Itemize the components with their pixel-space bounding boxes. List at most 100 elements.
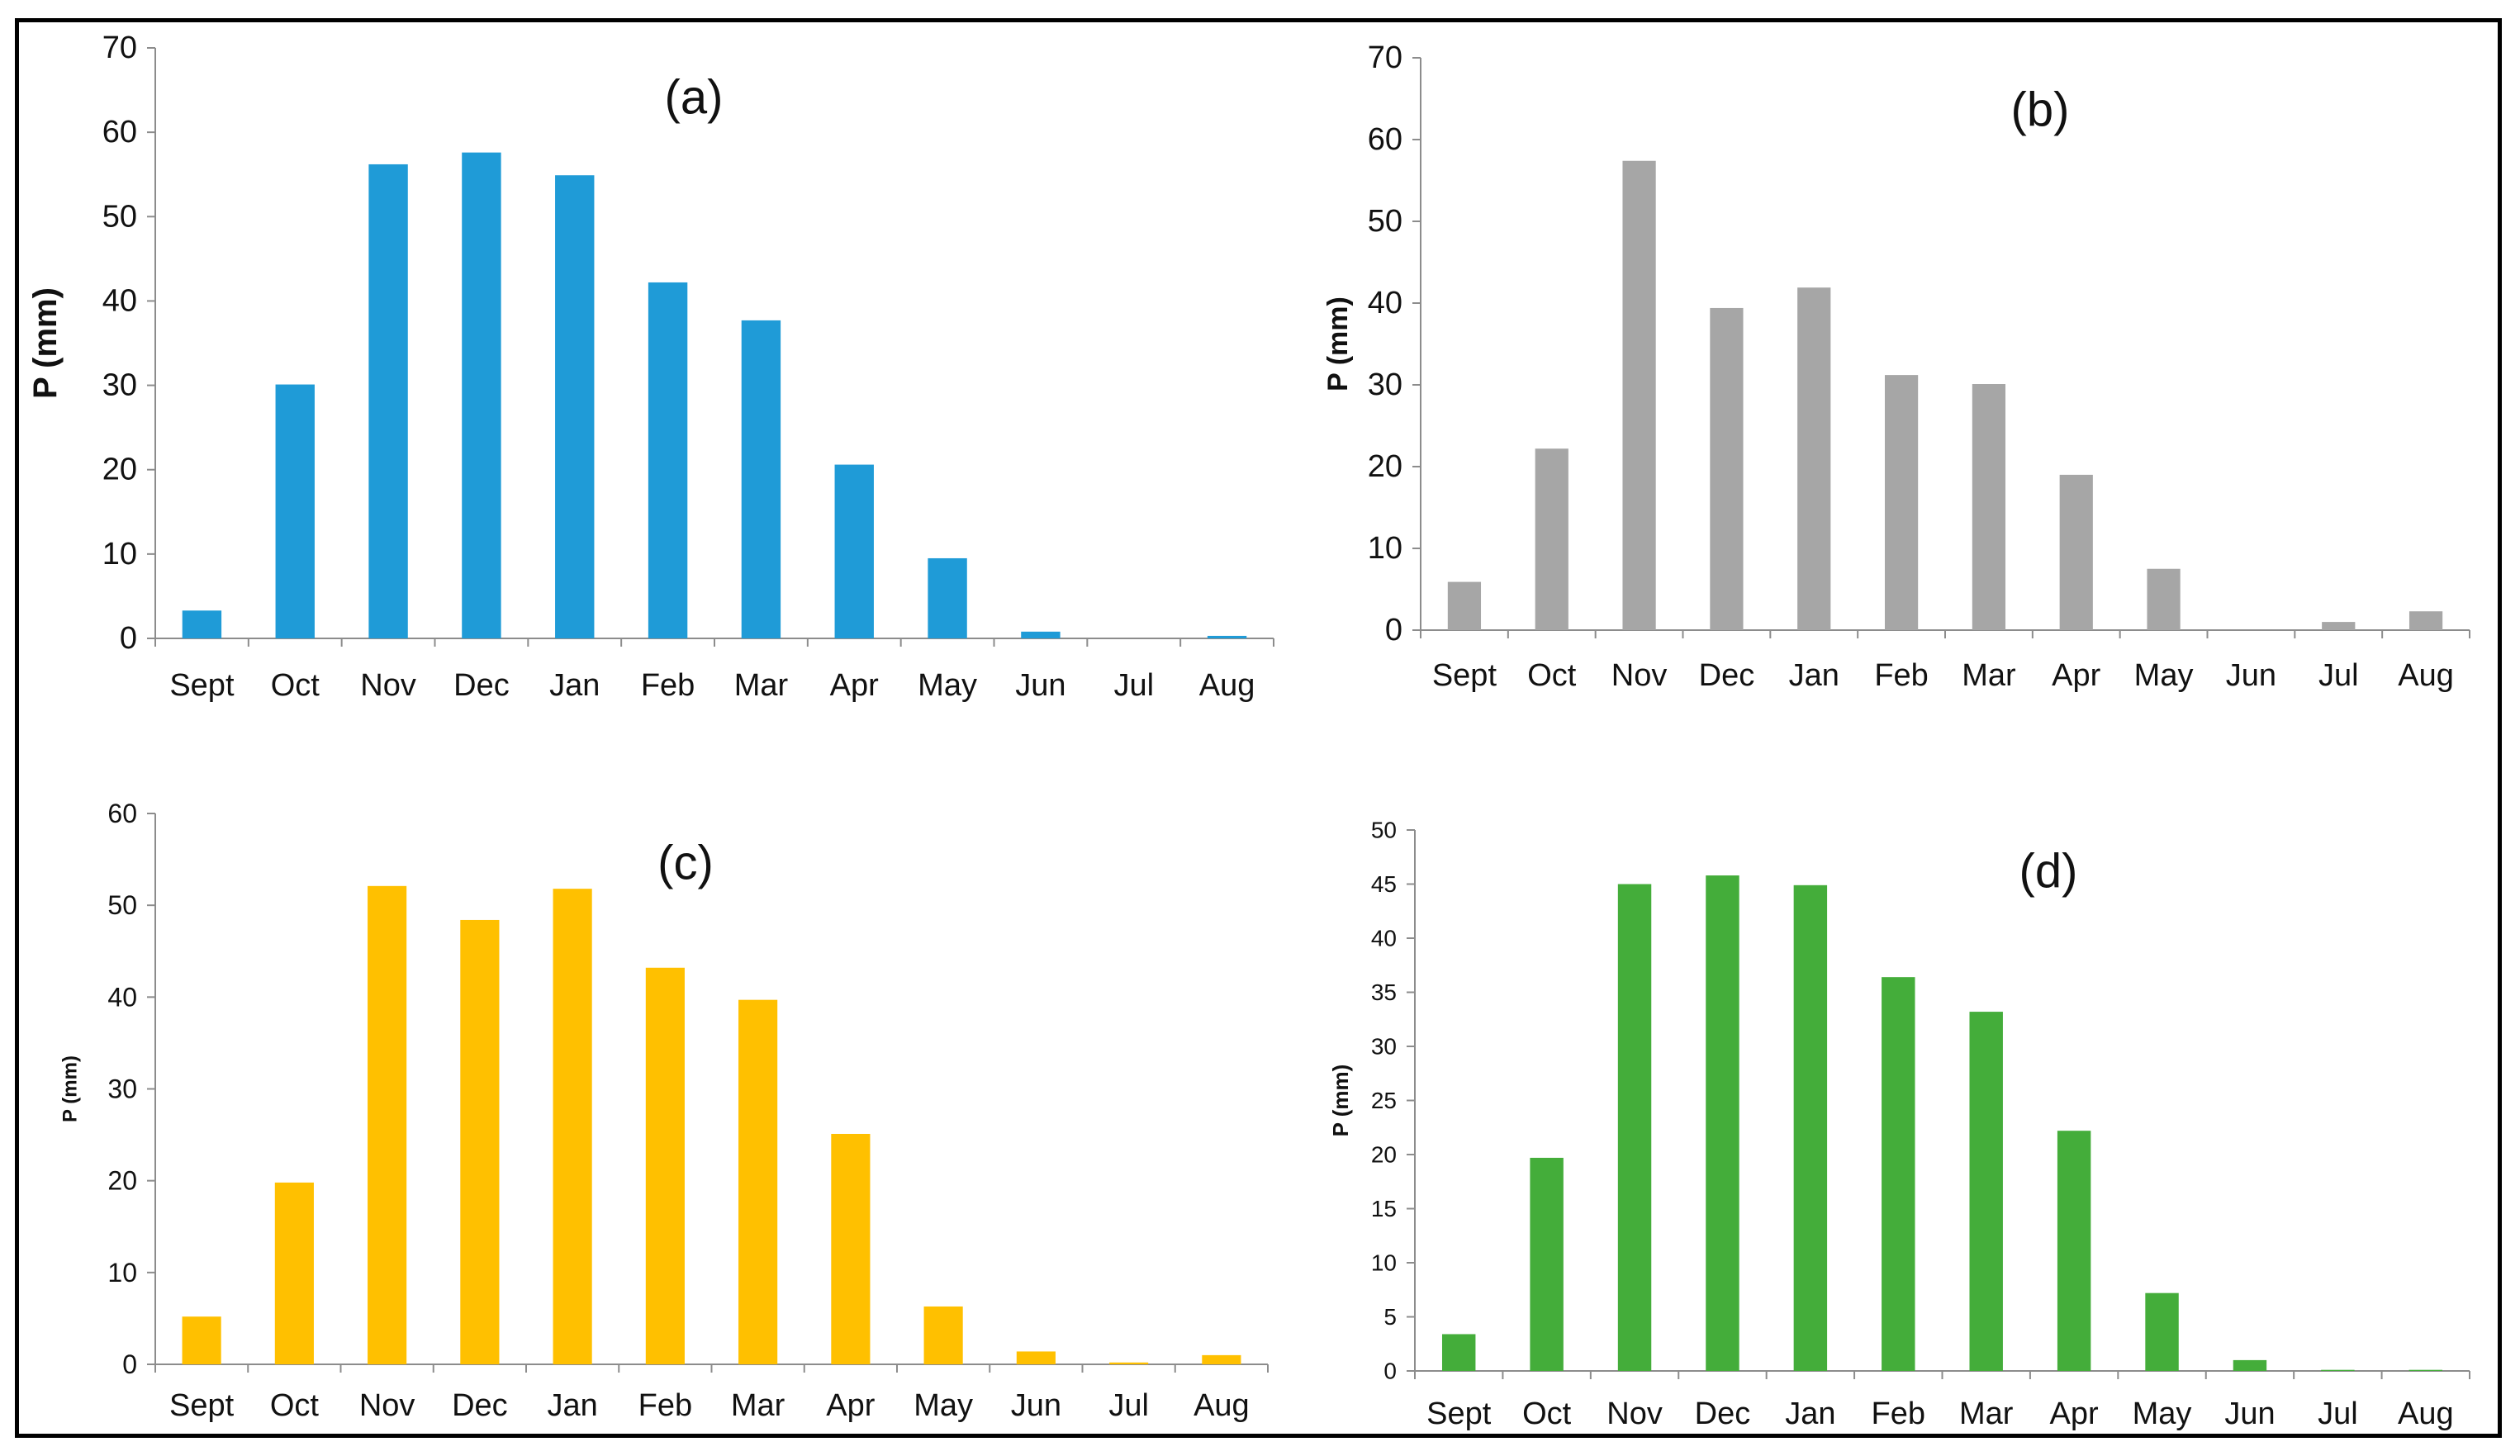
x-tick-label: Aug [2398,658,2454,693]
y-tick-label: 60 [107,799,137,828]
x-tick-label: Jun [1015,668,1065,703]
x-tick-label: Sept [169,668,235,703]
y-tick-label: 0 [1385,613,1402,647]
x-tick-label: Aug [1194,1388,1250,1423]
x-tick-label: Apr [2052,658,2100,693]
bar-oct [274,1182,314,1364]
x-tick-label: May [914,1388,973,1423]
x-tick-label: Dec [1699,658,1755,693]
x-tick-label: Jun [2226,658,2276,693]
bar-oct [275,384,315,638]
x-tick-label: Jul [1113,668,1154,703]
bar-chart-a: 0 10 20 30 40 50 60 70 Sept Oct Nov Dec Jan Feb Mar Apr… [27,31,1274,703]
x-tick-label: Mar [731,1388,785,1423]
y-tick-label: 40 [107,982,137,1012]
y-tick-label: 5 [1383,1304,1397,1330]
bar-jun [1016,1351,1056,1364]
x-tick-label: Feb [638,1388,692,1423]
x-tick-label: Apr [826,1388,875,1423]
y-tick-label: 50 [102,199,137,234]
x-tick-label: Sept [1432,658,1497,693]
x-tick-label: Mar [1962,658,2016,693]
y-tick-label: 20 [102,453,137,487]
x-tick-label: Oct [271,668,320,703]
y-axis-label: P (mm) [1328,1065,1353,1137]
bar-sept [1441,1334,1476,1371]
bar-oct [1530,1157,1564,1371]
x-tick-label: Mar [1959,1397,2014,1431]
bar-feb [648,282,688,638]
bar-nov [368,164,408,638]
y-tick-label: 30 [1371,1034,1397,1060]
bar-sept [182,610,222,638]
x-tick-label: Jan [1785,1397,1835,1431]
bar-aug [2408,611,2443,630]
x-tick-label: Jul [2318,1397,2358,1431]
bar-may [928,557,967,638]
bar-sept [1447,581,1482,630]
x-tick-label: Dec [452,1388,508,1423]
bar-jun [1021,631,1061,638]
bar-jan [553,889,592,1364]
y-tick-label: 10 [1368,531,1402,566]
panel-label: (b) [2011,83,2070,137]
y-tick-label: 50 [1368,204,1402,239]
x-tick-label: Dec [1695,1397,1751,1431]
y-tick-label: 30 [102,368,137,403]
x-tick-label: May [918,668,977,703]
x-tick-label: Oct [1527,658,1577,693]
y-tick-label: 50 [1371,818,1397,843]
bar-feb [645,967,685,1364]
bar-aug [1207,635,1247,638]
x-tick-label: Nov [1606,1397,1663,1431]
bar-mar [741,320,781,638]
x-tick-label: Mar [734,668,789,703]
y-tick-label: 30 [107,1074,137,1104]
x-tick-label: Feb [1872,1397,1925,1431]
bar-jul [2322,622,2356,630]
y-axis-label: P (mm) [1322,296,1354,391]
bar-chart-b: 0 10 20 30 40 50 60 70 Sept Oct Nov Dec Jan Feb Mar Apr… [1322,40,2470,693]
panel-label: (a) [665,71,724,125]
x-tick-label: Dec [453,668,510,703]
y-tick-label: 25 [1371,1088,1397,1113]
bar-mar [738,999,778,1364]
y-tick-label: 20 [107,1166,137,1196]
x-tick-label: Oct [1522,1397,1572,1431]
bar-dec [1710,307,1744,630]
bar-jul [2321,1369,2355,1371]
y-tick-label: 60 [102,115,137,149]
bar-oct [1535,448,1568,630]
bar-aug [1202,1354,1241,1364]
y-tick-label: 40 [1371,926,1397,951]
bar-jul [1109,1362,1149,1364]
bar-aug [2408,1369,2443,1371]
bar-jun [2233,1359,2267,1371]
y-tick-label: 40 [1368,286,1402,320]
y-tick-label: 45 [1371,871,1397,897]
y-tick-label: 20 [1371,1142,1397,1168]
y-tick-label: 15 [1371,1196,1397,1221]
x-tick-label: Feb [1874,658,1928,693]
bar-chart-c: 0 10 20 30 40 50 60 Sept Oct Nov Dec Jan Feb Mar Apr Ma… [59,799,1269,1423]
x-tick-label: May [2133,1397,2192,1431]
x-tick-label: Aug [2398,1397,2454,1431]
x-tick-label: Jul [2318,658,2359,693]
bar-chart-d: 0 5 10 15 20 25 30 35 40 45 50 Sept Oct Nov Dec Jan Feb M… [1328,818,2470,1431]
bar-dec [460,919,500,1364]
bar-feb [1884,375,1919,630]
x-tick-label: Jan [547,1388,597,1423]
x-tick-label: Jun [1011,1388,1061,1423]
chart-panel-d: 0 5 10 15 20 25 30 35 40 45 50 Sept Oct Nov Dec Jan Feb M… [1293,793,2499,1437]
chart-panel-c: 0 10 20 30 40 50 60 Sept Oct Nov Dec Jan Feb Mar Apr Ma… [21,776,1293,1437]
panel-label: (d) [2019,845,2078,899]
x-tick-label: Nov [359,1388,415,1423]
bar-sept [182,1316,221,1364]
x-tick-label: Jun [2224,1397,2275,1431]
y-tick-label: 0 [1383,1359,1397,1384]
y-tick-label: 40 [102,283,137,318]
x-tick-label: Sept [1426,1397,1492,1431]
chart-panel-b: 0 10 20 30 40 50 60 70 Sept Oct Nov Dec Jan Feb Mar Apr… [1293,23,2499,725]
y-tick-label: 10 [1371,1250,1397,1276]
x-tick-label: Jan [1789,658,1839,693]
